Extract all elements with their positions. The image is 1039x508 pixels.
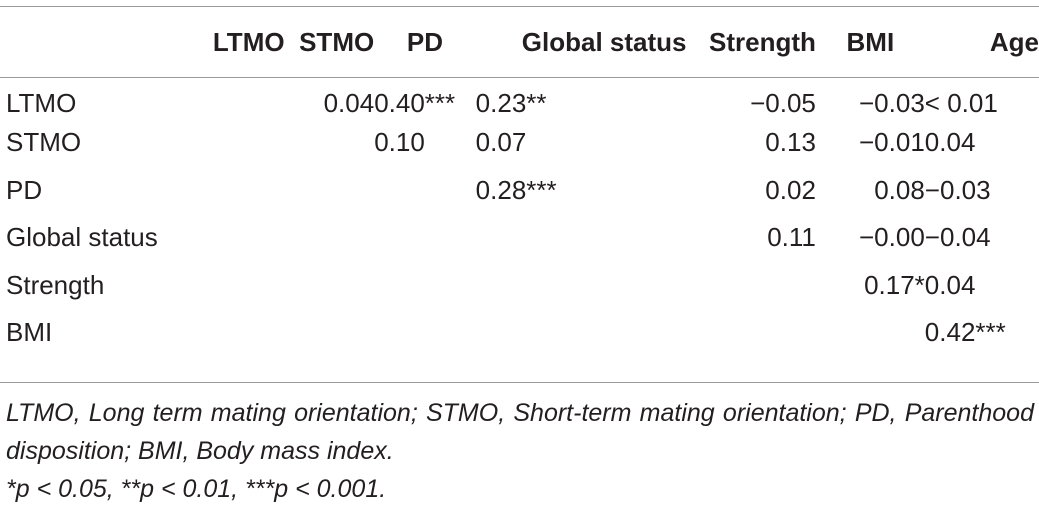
table-footnotes: LTMO, Long term mating orientation; STMO… xyxy=(6,394,1034,508)
column-header-strength: Strength xyxy=(709,26,816,57)
row-label: BMI xyxy=(6,317,53,348)
table-top-rule xyxy=(0,6,1039,7)
column-header-stmo: STMO xyxy=(299,26,375,57)
column-header-global-status: Global status xyxy=(521,26,687,57)
table-header-rule xyxy=(0,77,1039,78)
column-header-age: Age xyxy=(989,26,1039,57)
table-row: Global status 0.11 −0.00 −0.04 xyxy=(0,214,1039,262)
table-cell: 0.17* xyxy=(864,269,925,300)
table-cell xyxy=(374,214,475,262)
table-row: LTMO 0.04 0.40*** 0.23** −0.05 −0.03 < 0… xyxy=(0,66,1039,119)
table-cell: 0.40*** xyxy=(374,88,456,118)
table-cell: 0.07 xyxy=(475,127,527,158)
significance-footnote: *p < 0.05, **p < 0.01, ***p < 0.001. xyxy=(6,475,387,503)
table-cell xyxy=(476,309,687,357)
table-bottom-rule xyxy=(0,382,1039,383)
column-header-ltmo: LTMO xyxy=(212,26,285,57)
table-cell xyxy=(285,167,375,215)
table-cell: −0.04 xyxy=(924,222,991,253)
table-row: Strength 0.17* 0.04 xyxy=(0,262,1039,310)
table-row: STMO 0.10 0.07 0.13 −0.01 0.04 xyxy=(0,119,1039,167)
table-cell xyxy=(181,66,284,119)
table-row: BMI 0.42*** xyxy=(0,309,1039,357)
column-header-bmi: BMI xyxy=(846,26,895,57)
table-cell: 0.04 xyxy=(924,127,976,158)
table-cell: −0.03 xyxy=(859,88,925,118)
table-cell xyxy=(374,309,475,357)
table-cell xyxy=(181,214,284,262)
table-cell: 0.13 xyxy=(765,127,816,158)
table-cell xyxy=(181,309,284,357)
table-cell: 0.23** xyxy=(475,88,547,118)
table-header-row: LTMO STMO PD Global status Strength BMI … xyxy=(0,18,1039,66)
table-cell: −0.03 xyxy=(924,174,991,205)
table-cell: 0.10 xyxy=(374,127,425,158)
table-cell xyxy=(374,167,475,215)
table-cell xyxy=(285,262,375,310)
table-row: PD 0.28*** 0.02 0.08 −0.03 xyxy=(0,167,1039,215)
row-label: LTMO xyxy=(6,88,77,118)
row-label: Strength xyxy=(6,269,105,300)
table-cell xyxy=(285,119,375,167)
table-cell: < 0.01 xyxy=(924,88,998,118)
table-cell: 0.08 xyxy=(874,174,925,205)
table-cell: −0.00 xyxy=(859,222,925,253)
table-cell: −0.05 xyxy=(750,88,816,118)
table-cell xyxy=(476,214,687,262)
table-cell: −0.01 xyxy=(859,127,925,158)
correlation-table: LTMO STMO PD Global status Strength BMI … xyxy=(0,18,1039,357)
table-cell xyxy=(374,262,475,310)
table-cell xyxy=(181,167,284,215)
abbreviations-footnote: LTMO, Long term mating orientation; STMO… xyxy=(6,399,1034,465)
table-cell xyxy=(181,262,284,310)
column-header-pd: PD xyxy=(406,26,443,57)
table-cell xyxy=(816,309,925,357)
table-cell xyxy=(181,119,284,167)
table-cell: 0.04 xyxy=(323,88,375,118)
table-cell xyxy=(285,309,375,357)
column-header-empty xyxy=(0,18,181,66)
table-cell: 0.02 xyxy=(765,174,816,205)
table-cell: 0.28*** xyxy=(475,174,557,205)
table-cell xyxy=(686,262,815,310)
table-cell: 0.04 xyxy=(924,269,976,300)
table-cell xyxy=(476,262,687,310)
table-cell xyxy=(686,309,815,357)
row-label: STMO xyxy=(6,127,82,158)
row-label: Global status xyxy=(6,222,158,253)
table-cell: 0.42*** xyxy=(924,317,1006,348)
row-label: PD xyxy=(6,174,43,205)
table-cell: 0.11 xyxy=(767,222,816,253)
table-cell xyxy=(285,214,375,262)
